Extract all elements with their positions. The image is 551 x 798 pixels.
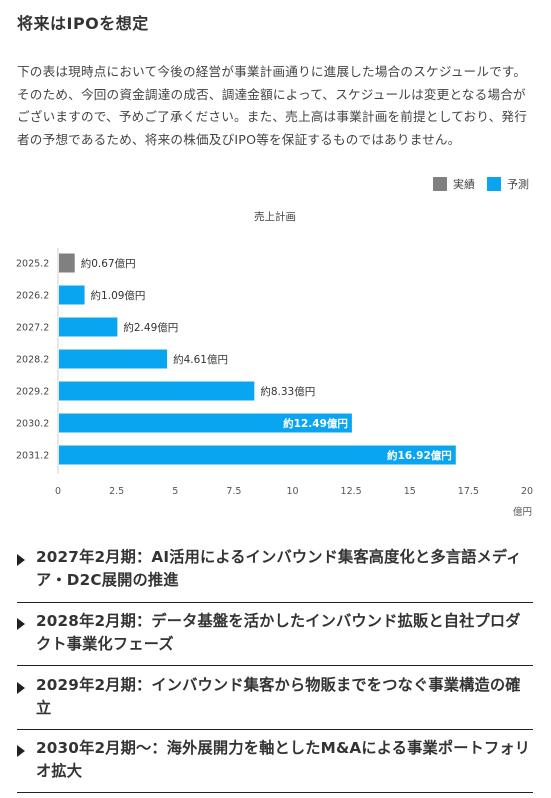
bar-2029.2 — [59, 381, 255, 401]
x-tick-label: 0 — [55, 486, 61, 497]
milestone-item-2028[interactable]: 2028年2月期：データ基盤を活かしたインバウンド拡販と自社プロダクト事業化フェ… — [17, 610, 533, 666]
bar-2026.2 — [59, 285, 85, 305]
legend-item-actual: 実績 — [433, 176, 475, 192]
milestone-text: 2028年2月期：データ基盤を活かしたインバウンド拡販と自社プロダクト事業化フェ… — [36, 612, 521, 653]
data-label: 約1.09億円 — [91, 289, 146, 302]
caret-right-icon — [17, 554, 25, 566]
section-title: 将来はIPOを想定 — [17, 14, 149, 33]
category-label: 2027.2 — [16, 323, 49, 334]
bar-chart-svg: 売上計画 2025.2 約0.67億円 2026.2 約1.09億円 2027.2 約2.4… — [16, 210, 533, 518]
category-label: 2026.2 — [16, 291, 49, 302]
bar-2031.2 — [59, 445, 456, 465]
bar-2028.2 — [59, 349, 168, 369]
category-label: 2030.2 — [16, 419, 49, 430]
legend-label-actual: 実績 — [453, 178, 475, 191]
bar-2030.2 — [59, 413, 352, 433]
chart-legend: 実績 予測 — [433, 176, 529, 192]
x-tick-label: 2.5 — [109, 486, 124, 497]
data-label: 約0.67億円 — [81, 257, 136, 270]
legend-swatch-actual — [433, 177, 447, 191]
legend-swatch-forecast — [487, 177, 501, 191]
category-label: 2031.2 — [16, 451, 49, 462]
caret-right-icon — [17, 745, 25, 757]
data-label: 約12.49億円 — [283, 417, 348, 430]
x-tick-label: 15 — [404, 486, 416, 497]
category-label: 2025.2 — [16, 259, 49, 270]
milestone-text: 2027年2月期：AI活用によるインバウンド集客高度化と多言語メディア・D2C展… — [36, 548, 522, 589]
milestone-item-2030[interactable]: 2030年2月期〜：海外展開力を軸としたM&Aによる事業ポートフォリオ拡大 — [17, 737, 533, 793]
x-tick-label: 10 — [286, 486, 298, 497]
x-tick-label: 20 — [521, 486, 533, 497]
data-label: 約16.92億円 — [387, 449, 452, 462]
milestone-item-2027[interactable]: 2027年2月期：AI活用によるインバウンド集客高度化と多言語メディア・D2C展… — [17, 546, 533, 603]
section-description: 下の表は現時点において今後の経営が事業計画通りに進展した場合のスケジュールです。… — [17, 64, 527, 147]
data-label: 約2.49億円 — [123, 321, 178, 334]
caret-right-icon — [17, 618, 25, 630]
x-tick-label: 12.5 — [341, 486, 362, 497]
milestone-item-2029[interactable]: 2029年2月期：インバウンド集客から物販までをつなぐ事業構造の確立 — [17, 674, 533, 730]
milestone-text: 2030年2月期〜：海外展開力を軸としたM&Aによる事業ポートフォリオ拡大 — [36, 739, 531, 780]
x-tick-label: 7.5 — [226, 486, 241, 497]
chart-title: 売上計画 — [254, 210, 296, 223]
legend-item-forecast: 予測 — [487, 176, 529, 192]
x-axis-label: 億円 — [513, 506, 532, 518]
data-label: 約4.61億円 — [173, 353, 228, 366]
milestone-text: 2029年2月期：インバウンド集客から物販までをつなぐ事業構造の確立 — [36, 676, 521, 717]
category-label: 2028.2 — [16, 355, 49, 366]
sales-plan-chart: 売上計画 2025.2 約0.67億円 2026.2 約1.09億円 2027.2 約2.4… — [0, 168, 551, 528]
bar-2025.2 — [59, 253, 75, 273]
bar-2027.2 — [59, 317, 118, 337]
data-label: 約8.33億円 — [260, 385, 315, 398]
category-label: 2029.2 — [16, 387, 49, 398]
caret-right-icon — [17, 682, 25, 694]
legend-label-forecast: 予測 — [507, 178, 529, 191]
x-tick-label: 5 — [172, 486, 178, 497]
x-tick-label: 17.5 — [458, 486, 479, 497]
